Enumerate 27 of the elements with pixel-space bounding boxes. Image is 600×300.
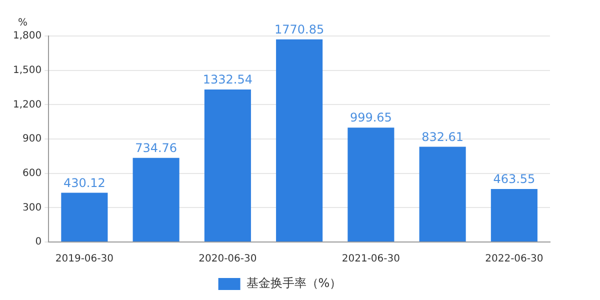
- data-label: 999.65: [350, 110, 392, 125]
- y-tick-label: 900: [22, 134, 42, 145]
- x-tick-label: 2020-06-30: [198, 254, 257, 265]
- bar: [348, 128, 394, 242]
- y-tick-label: 300: [22, 202, 42, 214]
- data-label: 832.61: [422, 130, 464, 144]
- x-tick-label: 2019-06-30: [55, 254, 114, 265]
- bar: [61, 192, 108, 242]
- data-label: 734.76: [135, 141, 178, 156]
- data-label: 1770.85: [274, 22, 324, 36]
- bar: [132, 158, 180, 242]
- y-tick-label: 1,500: [12, 64, 42, 76]
- y-tick-label: 1,200: [12, 99, 42, 110]
- y-tick-label: 600: [22, 168, 42, 179]
- bar: [204, 90, 251, 242]
- data-label: 430.12: [63, 176, 106, 190]
- x-tick-label: 2021-06-30: [342, 254, 400, 265]
- bar: [419, 146, 466, 242]
- y-tick-label: 1,800: [12, 30, 42, 42]
- legend-label: 基金换手率（%）: [246, 276, 342, 290]
- x-tick-label: 2022-06-30: [485, 254, 544, 265]
- y-axis-title: %: [18, 18, 28, 29]
- bar: [276, 39, 323, 242]
- y-tick-label: 0: [35, 236, 42, 248]
- data-label: 1332.54: [202, 72, 252, 87]
- bar: [490, 188, 538, 242]
- data-label: 463.55: [493, 172, 536, 186]
